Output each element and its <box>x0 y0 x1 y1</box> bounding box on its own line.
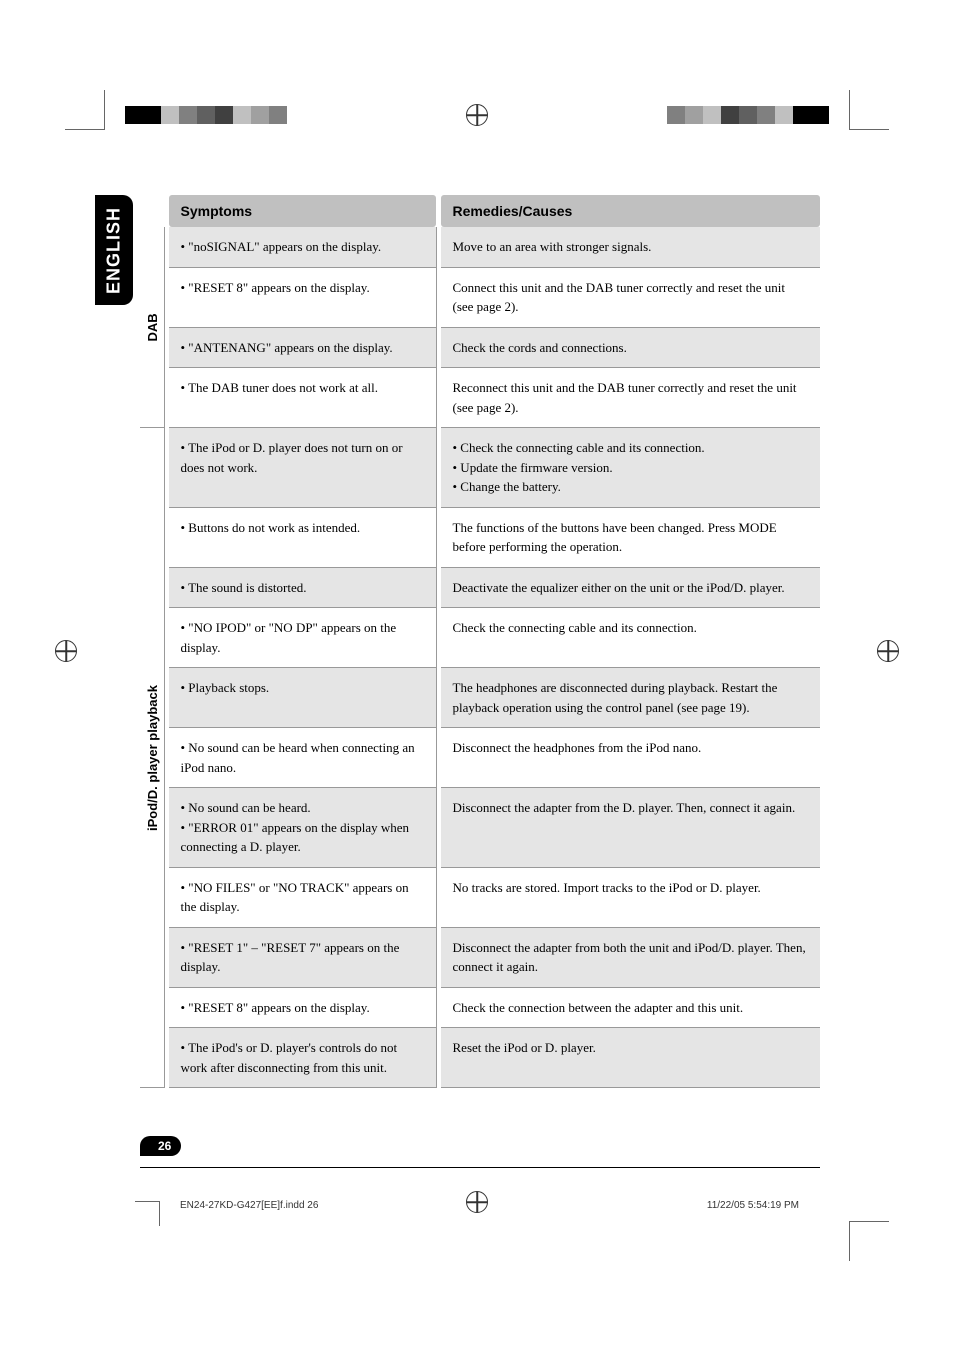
symptom-cell: • "noSIGNAL" appears on the display. <box>169 227 437 267</box>
registration-square <box>685 106 703 124</box>
table-row: • "RESET 8" appears on the display.Check… <box>140 987 820 1028</box>
table-row: • Buttons do not work as intended.The fu… <box>140 507 820 567</box>
registration-square <box>161 106 179 124</box>
remedy-cell: Connect this unit and the DAB tuner corr… <box>441 267 821 327</box>
registration-square <box>667 106 685 124</box>
registration-square <box>251 106 269 124</box>
page-number: 26 <box>140 1136 181 1156</box>
symptom-cell: • The sound is distorted. <box>169 567 437 608</box>
registration-square <box>233 106 251 124</box>
remedy-cell: • Check the connecting cable and its con… <box>441 428 821 508</box>
remedy-cell: The functions of the buttons have been c… <box>441 507 821 567</box>
footer-timestamp: 11/22/05 5:54:19 PM <box>707 1200 799 1211</box>
registration-square <box>215 106 233 124</box>
registration-square <box>125 106 143 124</box>
registration-square <box>775 106 793 124</box>
table-row: • No sound can be heard when connecting … <box>140 728 820 788</box>
remedy-cell: Disconnect the adapter from both the uni… <box>441 927 821 987</box>
table-row: • No sound can be heard. • "ERROR 01" ap… <box>140 788 820 868</box>
remedy-cell: Move to an area with stronger signals. <box>441 227 821 267</box>
table-row: • "RESET 1" – "RESET 7" appears on the d… <box>140 927 820 987</box>
crop-mark-bottom-right <box>849 1221 889 1261</box>
registration-square <box>143 106 161 124</box>
footer-filename: EN24-27KD-G427[EE]f.indd 26 <box>180 1200 318 1211</box>
symptom-cell: • "RESET 1" – "RESET 7" appears on the d… <box>169 927 437 987</box>
symptom-cell: • No sound can be heard. • "ERROR 01" ap… <box>169 788 437 868</box>
symptom-cell: • Playback stops. <box>169 668 437 728</box>
symptom-cell: • No sound can be heard when connecting … <box>169 728 437 788</box>
footer-divider <box>140 1167 820 1168</box>
crop-mark-bottom-left <box>135 1201 160 1226</box>
page-content: ENGLISH Symptoms Remedies/Causes DAB• "n… <box>140 195 820 1088</box>
remedy-cell: No tracks are stored. Import tracks to t… <box>441 867 821 927</box>
table-row: • The sound is distorted.Deactivate the … <box>140 567 820 608</box>
troubleshooting-table: Symptoms Remedies/Causes DAB• "noSIGNAL"… <box>140 195 820 1088</box>
registration-square <box>721 106 739 124</box>
table-row: iPod/D. player playback• The iPod or D. … <box>140 428 820 508</box>
symptom-cell: • The DAB tuner does not work at all. <box>169 368 437 428</box>
remedy-cell: Reconnect this unit and the DAB tuner co… <box>441 368 821 428</box>
symptom-cell: • "ANTENANG" appears on the display. <box>169 327 437 368</box>
remedy-cell: Disconnect the headphones from the iPod … <box>441 728 821 788</box>
registration-square <box>179 106 197 124</box>
table-row: • "ANTENANG" appears on the display.Chec… <box>140 327 820 368</box>
table-row: • "NO FILES" or "NO TRACK" appears on th… <box>140 867 820 927</box>
remedy-cell: Reset the iPod or D. player. <box>441 1028 821 1088</box>
registration-bar-top <box>0 100 954 130</box>
crosshair-icon <box>55 640 77 662</box>
remedy-cell: Check the connection between the adapter… <box>441 987 821 1028</box>
remedy-cell: Check the cords and connections. <box>441 327 821 368</box>
symptom-cell: • "NO FILES" or "NO TRACK" appears on th… <box>169 867 437 927</box>
crosshair-icon <box>466 1191 488 1213</box>
crosshair-icon <box>877 640 899 662</box>
remedy-cell: The headphones are disconnected during p… <box>441 668 821 728</box>
symptom-cell: • "RESET 8" appears on the display. <box>169 987 437 1028</box>
language-tab: ENGLISH <box>95 195 133 305</box>
remedy-cell: Deactivate the equalizer either on the u… <box>441 567 821 608</box>
registration-square <box>197 106 215 124</box>
table-row: • The DAB tuner does not work at all.Rec… <box>140 368 820 428</box>
table-row: • "NO IPOD" or "NO DP" appears on the di… <box>140 608 820 668</box>
registration-square <box>739 106 757 124</box>
table-header-row: Symptoms Remedies/Causes <box>140 195 820 227</box>
table-row: • Playback stops.The headphones are disc… <box>140 668 820 728</box>
table-row: • "RESET 8" appears on the display.Conne… <box>140 267 820 327</box>
symptom-cell: • "RESET 8" appears on the display. <box>169 267 437 327</box>
registration-square <box>793 106 811 124</box>
symptom-cell: • "NO IPOD" or "NO DP" appears on the di… <box>169 608 437 668</box>
crosshair-icon <box>466 104 488 126</box>
remedy-cell: Disconnect the adapter from the D. playe… <box>441 788 821 868</box>
registration-square <box>269 106 287 124</box>
table-row: DAB• "noSIGNAL" appears on the display.M… <box>140 227 820 267</box>
section-label: iPod/D. player playback <box>140 428 164 1088</box>
registration-square <box>757 106 775 124</box>
symptom-cell: • The iPod's or D. player's controls do … <box>169 1028 437 1088</box>
section-label: DAB <box>140 227 164 428</box>
remedies-header: Remedies/Causes <box>441 195 821 227</box>
registration-square <box>811 106 829 124</box>
symptoms-header: Symptoms <box>169 195 437 227</box>
registration-square <box>703 106 721 124</box>
table-row: • The iPod's or D. player's controls do … <box>140 1028 820 1088</box>
symptom-cell: • The iPod or D. player does not turn on… <box>169 428 437 508</box>
remedy-cell: Check the connecting cable and its conne… <box>441 608 821 668</box>
symptom-cell: • Buttons do not work as intended. <box>169 507 437 567</box>
